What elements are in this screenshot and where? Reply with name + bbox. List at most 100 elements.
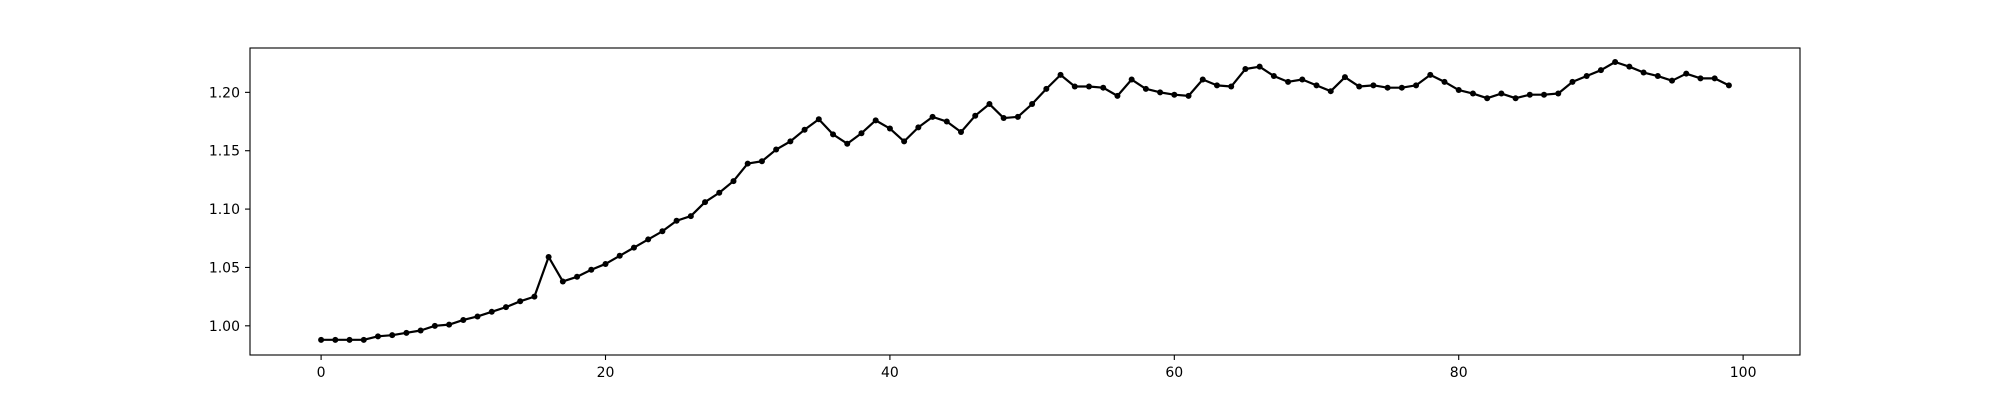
x-tick-label: 80: [1450, 365, 1468, 381]
x-tick-label: 40: [881, 365, 899, 381]
data-point: [1626, 63, 1633, 70]
data-point: [1569, 78, 1576, 85]
data-point: [1484, 95, 1491, 102]
data-point: [346, 336, 353, 343]
data-point: [1014, 113, 1021, 120]
data-point: [1071, 83, 1078, 90]
x-tick-label: 0: [317, 365, 326, 381]
data-point: [1512, 95, 1519, 102]
data-point: [1000, 115, 1007, 122]
x-tick-label: 20: [597, 365, 615, 381]
data-point: [1583, 73, 1590, 80]
data-point: [1157, 89, 1164, 96]
y-tick-label: 1.10: [209, 202, 240, 218]
data-point: [1725, 82, 1732, 89]
data-point: [616, 252, 623, 259]
data-point: [1597, 67, 1604, 74]
data-point: [1256, 63, 1263, 70]
data-point: [1327, 88, 1334, 95]
data-point: [1370, 82, 1377, 89]
data-point: [374, 333, 381, 340]
data-point: [1669, 77, 1676, 84]
data-point: [602, 260, 609, 267]
data-point: [929, 113, 936, 120]
data-point: [460, 316, 467, 323]
data-point: [1697, 75, 1704, 82]
data-point: [1242, 66, 1249, 73]
data-point: [1171, 91, 1178, 98]
data-point: [1114, 92, 1121, 99]
data-point: [1654, 73, 1661, 80]
data-point: [1270, 73, 1277, 80]
data-point: [545, 253, 552, 260]
data-point: [730, 178, 737, 185]
data-point: [744, 160, 751, 167]
data-point: [830, 131, 837, 138]
y-tick-label: 1.15: [209, 144, 240, 160]
data-point: [872, 117, 879, 124]
data-point: [844, 140, 851, 147]
data-point: [915, 124, 922, 131]
data-point: [886, 125, 893, 132]
data-point: [1085, 83, 1092, 90]
data-point: [1043, 85, 1050, 92]
y-tick-label: 1.05: [209, 260, 240, 276]
data-point: [588, 266, 595, 273]
data-point: [1228, 83, 1235, 90]
data-point: [687, 213, 694, 220]
data-point: [389, 332, 396, 339]
data-point: [1469, 90, 1476, 97]
x-tick-label: 100: [1730, 365, 1757, 381]
data-point: [1612, 59, 1619, 66]
data-point: [1427, 71, 1434, 78]
data-point: [901, 138, 908, 145]
plot-area: 0 20 40 60 80 100 1.00 1.05 1.10 1.15 1.20: [209, 47, 1801, 381]
data-point: [645, 236, 652, 243]
data-point: [559, 278, 566, 285]
data-point: [1142, 85, 1149, 92]
x-tick-label: 60: [1165, 365, 1183, 381]
data-point: [1498, 90, 1505, 97]
data-point: [1100, 84, 1107, 91]
data-point: [858, 130, 865, 137]
series-line: [321, 60, 1730, 341]
data-point: [1398, 84, 1405, 91]
data-point: [773, 146, 780, 153]
data-point: [517, 298, 524, 305]
data-point: [986, 101, 993, 108]
data-point: [1413, 82, 1420, 89]
data-point: [1185, 92, 1192, 99]
data-point: [1199, 76, 1206, 83]
data-point: [318, 336, 325, 343]
data-point: [332, 336, 339, 343]
data-point: [801, 126, 808, 133]
data-point: [716, 189, 723, 196]
data-point: [972, 112, 979, 119]
data-point: [431, 322, 438, 329]
data-point: [958, 129, 965, 136]
data-point: [673, 217, 680, 224]
data-point: [1526, 91, 1533, 98]
axes-frame: [249, 47, 1801, 356]
data-point: [1711, 75, 1718, 82]
data-point: [1640, 69, 1647, 76]
data-point: [943, 118, 950, 125]
data-point: [787, 138, 794, 145]
data-point: [1057, 71, 1064, 78]
data-point: [1213, 82, 1220, 89]
data-point: [531, 293, 538, 300]
data-point: [758, 158, 765, 165]
data-point: [488, 308, 495, 315]
data-point: [360, 336, 367, 343]
data-point: [446, 321, 453, 328]
data-point: [702, 199, 709, 206]
data-point: [1313, 82, 1320, 89]
data-point: [1384, 84, 1391, 91]
data-point: [630, 244, 637, 251]
data-point: [502, 304, 509, 311]
data-point: [1541, 91, 1548, 98]
data-point: [417, 327, 424, 334]
data-point: [1356, 83, 1363, 90]
